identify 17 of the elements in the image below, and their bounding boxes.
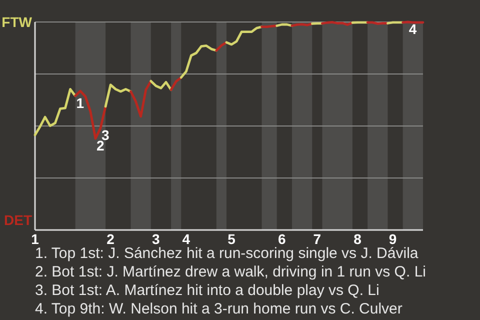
text: 2. Bot 1st: J. Martínez drew a walk, driving in 1 run vs Q. Li xyxy=(35,264,426,280)
x-tick-label: 8 xyxy=(354,231,362,247)
x-tick-label: 6 xyxy=(278,231,286,247)
text: FTW xyxy=(2,14,33,30)
annotation: 4 xyxy=(408,21,417,37)
text: 1. Top 1st: J. Sánchez hit a run-scoring single vs J. Dávila xyxy=(35,245,419,262)
x-tick-label: 2 xyxy=(106,231,115,247)
x-tick-label: 3 xyxy=(152,231,160,247)
x-tick-label: 1 xyxy=(31,231,40,247)
x-tick-label: 7 xyxy=(313,231,322,247)
text: DET xyxy=(4,212,32,228)
annotation: 1 xyxy=(76,94,84,111)
text: 4. Top 9th: W. Nelson hit a 3-run home run vs C. Culver xyxy=(35,300,402,318)
x-tick-label: 9 xyxy=(388,231,397,247)
x-tick-label: 4 xyxy=(182,231,190,247)
text: 3. Bot 1st: A. Martínez hit into a double play vs Q. Li xyxy=(35,282,380,299)
x-tick-label: 5 xyxy=(228,231,236,247)
